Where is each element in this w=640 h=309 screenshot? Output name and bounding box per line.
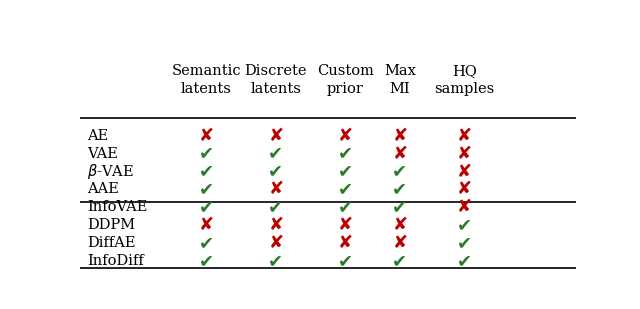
Text: Semantic
latents: Semantic latents [172, 64, 241, 96]
Text: ✔: ✔ [457, 216, 472, 234]
Text: ✔: ✔ [392, 163, 408, 180]
Text: ✘: ✘ [457, 163, 472, 180]
Text: DDPM: DDPM [88, 218, 136, 232]
Text: AE: AE [88, 129, 109, 143]
Text: ✘: ✘ [392, 145, 408, 163]
Text: ✔: ✔ [199, 252, 214, 270]
Text: ✔: ✔ [338, 198, 353, 216]
Text: ✘: ✘ [457, 145, 472, 163]
Text: ✔: ✔ [457, 234, 472, 252]
Text: ✔: ✔ [199, 145, 214, 163]
Text: HQ
samples: HQ samples [435, 64, 495, 96]
Text: ✘: ✘ [199, 216, 214, 234]
Text: ✔: ✔ [199, 234, 214, 252]
Text: ✘: ✘ [268, 216, 284, 234]
Text: ✔: ✔ [338, 180, 353, 198]
Text: VAE: VAE [88, 147, 118, 161]
Text: ✘: ✘ [457, 180, 472, 198]
Text: Max
MI: Max MI [384, 64, 416, 96]
Text: ✘: ✘ [268, 180, 284, 198]
Text: InfoVAE: InfoVAE [88, 200, 148, 214]
Text: ✔: ✔ [199, 198, 214, 216]
Text: ✔: ✔ [338, 252, 353, 270]
Text: ✔: ✔ [268, 198, 284, 216]
Text: ✔: ✔ [268, 163, 284, 180]
Text: ✔: ✔ [338, 145, 353, 163]
Text: $\beta$-VAE: $\beta$-VAE [88, 162, 134, 181]
Text: ✘: ✘ [392, 216, 408, 234]
Text: ✔: ✔ [268, 252, 284, 270]
Text: ✘: ✘ [457, 198, 472, 216]
Text: ✔: ✔ [199, 163, 214, 180]
Text: ✘: ✘ [338, 234, 353, 252]
Text: ✔: ✔ [457, 252, 472, 270]
Text: ✘: ✘ [268, 234, 284, 252]
Text: ✔: ✔ [392, 252, 408, 270]
Text: ✔: ✔ [392, 198, 408, 216]
Text: ✘: ✘ [392, 234, 408, 252]
Text: ✘: ✘ [338, 216, 353, 234]
Text: ✘: ✘ [457, 127, 472, 145]
Text: ✔: ✔ [392, 180, 408, 198]
Text: ✘: ✘ [199, 127, 214, 145]
Text: Discrete
latents: Discrete latents [244, 64, 307, 96]
Text: ✔: ✔ [199, 180, 214, 198]
Text: Custom
prior: Custom prior [317, 64, 374, 96]
Text: ✘: ✘ [392, 127, 408, 145]
Text: ✔: ✔ [338, 163, 353, 180]
Text: InfoDiff: InfoDiff [88, 254, 144, 268]
Text: ✔: ✔ [268, 145, 284, 163]
Text: AAE: AAE [88, 182, 119, 196]
Text: ✘: ✘ [268, 127, 284, 145]
Text: DiffAE: DiffAE [88, 236, 136, 250]
Text: ✘: ✘ [338, 127, 353, 145]
